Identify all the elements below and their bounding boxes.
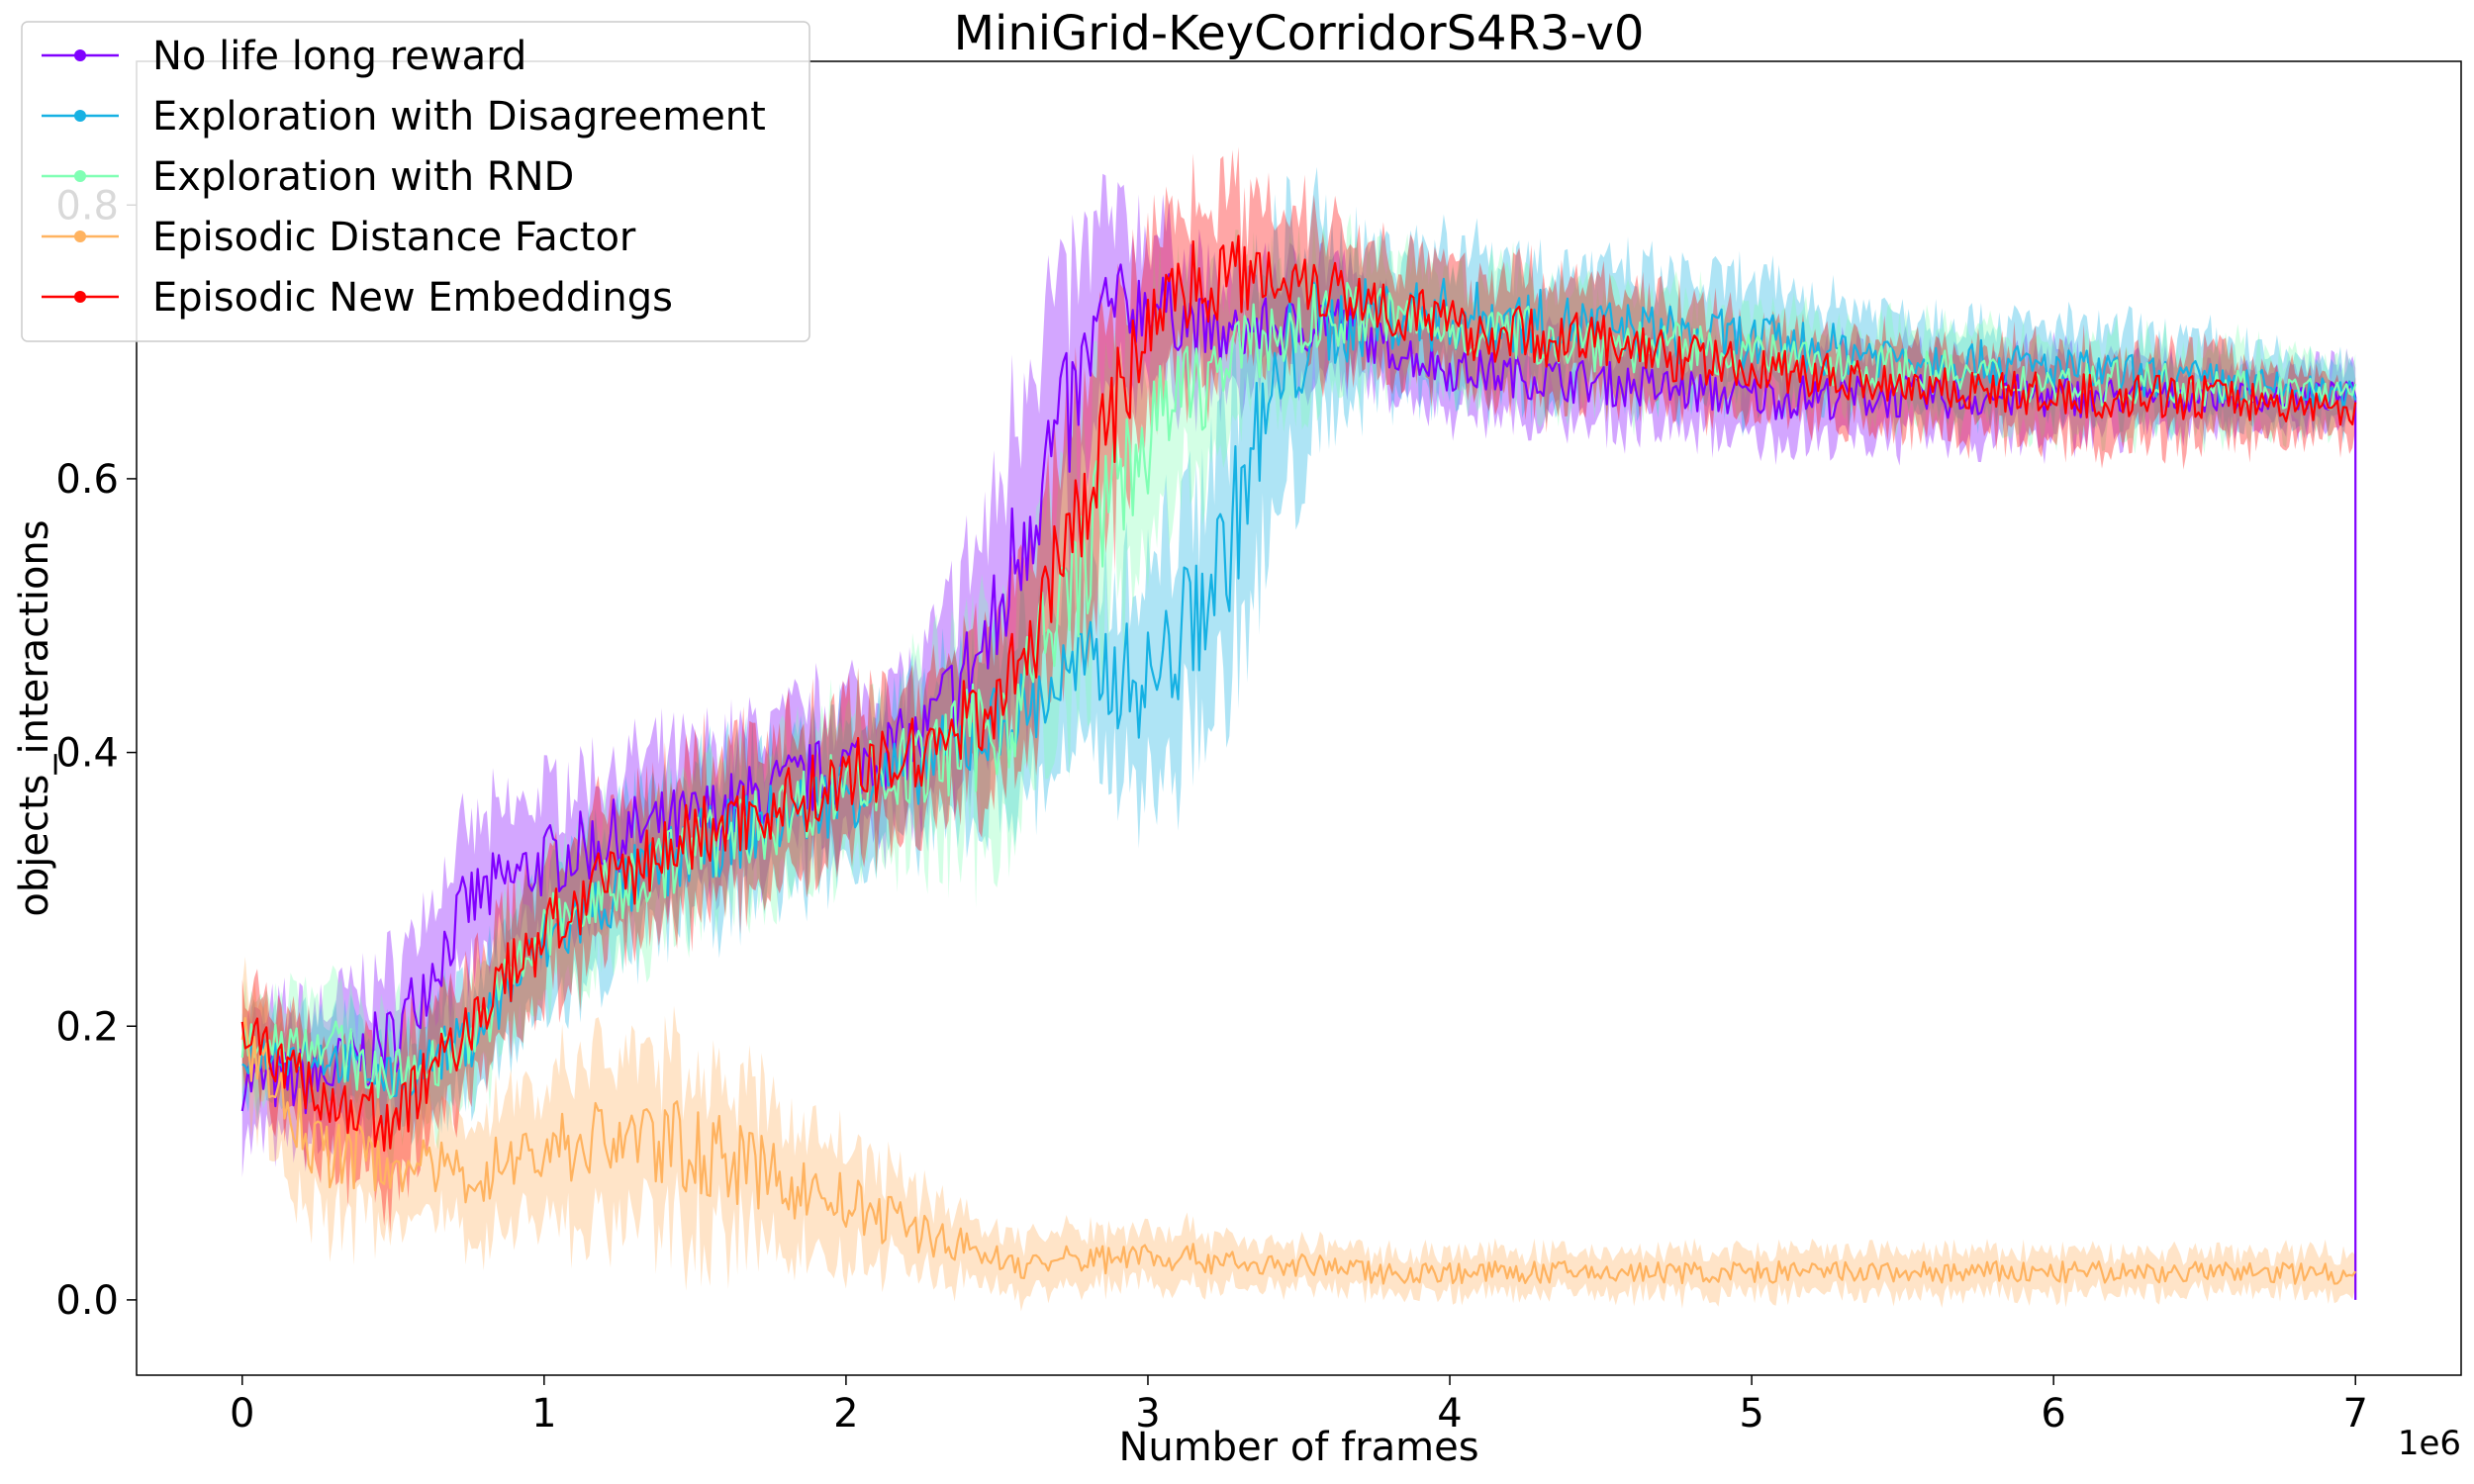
x-tick-label: 2: [833, 1391, 858, 1437]
line-series-5: [240, 234, 2357, 1153]
x-tick-label: 5: [1739, 1391, 1763, 1437]
x-tick-label: 0: [230, 1391, 254, 1437]
x-axis-label: Number of frames: [1118, 1425, 1478, 1470]
legend-marker: [74, 231, 86, 242]
legend-item: Episodic New Embeddings: [42, 275, 673, 321]
x-tick-label: 3: [1135, 1391, 1160, 1437]
x-tick-label: 7: [2343, 1391, 2368, 1437]
legend-marker: [74, 49, 86, 61]
plot-frame: [136, 60, 2462, 1376]
legend-label: No life long reward: [152, 34, 526, 79]
series-lines: [240, 234, 2357, 1300]
legend-box: [21, 21, 810, 342]
x-tick-label: 4: [1437, 1391, 1462, 1437]
band-series-1: [241, 173, 2356, 1178]
band-series-4: [241, 957, 2356, 1312]
legend-marker: [74, 110, 86, 122]
legend-marker: [74, 291, 86, 303]
legend: No life long reward Exploration with Disa…: [21, 21, 810, 342]
line-series-4: [240, 1016, 2357, 1285]
legend-label: Episodic New Embeddings: [152, 275, 673, 321]
legend-item: Exploration with Disagreement: [42, 94, 766, 139]
legend-item: Episodic Distance Factor: [42, 215, 636, 260]
y-axis: 0.00.20.40.60.8: [55, 183, 137, 1324]
x-tick-label: 6: [2041, 1391, 2065, 1437]
legend-item: No life long reward: [42, 34, 526, 79]
chart-title: MiniGrid-KeyCorridorS4R3-v0: [954, 6, 1645, 61]
y-tick-label: 0.4: [55, 731, 119, 777]
legend-label: Exploration with Disagreement: [152, 94, 766, 139]
legend-marker: [74, 170, 86, 182]
band-series-3: [241, 213, 2356, 1164]
x-axis-multiplier: 1e6: [2398, 1424, 2461, 1463]
legend-item: Exploration with RND: [42, 154, 574, 200]
legend-label: Exploration with RND: [152, 154, 574, 200]
y-tick-label: 0.6: [55, 457, 119, 503]
x-axis: 0 1 2 3 4 5 6 7: [230, 1375, 2368, 1437]
x-tick-label: 1: [531, 1391, 556, 1437]
y-tick-label: 0.2: [55, 1004, 119, 1050]
y-axis-label: objects_interactions: [12, 519, 57, 916]
legend-label: Episodic Distance Factor: [152, 215, 636, 260]
y-tick-label: 0.0: [55, 1278, 119, 1324]
